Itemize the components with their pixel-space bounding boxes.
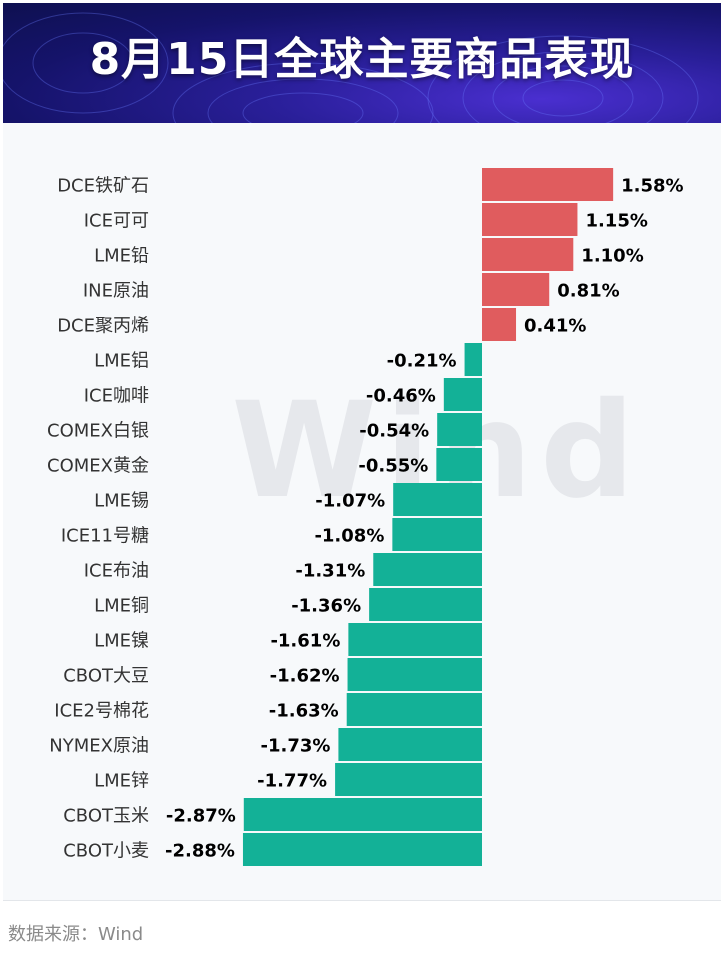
bar-8: [436, 448, 482, 481]
value-label: -1.77%: [257, 771, 327, 792]
value-label: 0.41%: [524, 316, 586, 337]
value-label: -0.21%: [387, 351, 457, 372]
bar-chart: Wind DCE铁矿石ICE可可LME铅INE原油DCE聚丙烯LME铝ICE咖啡…: [47, 168, 684, 866]
bar-15: [346, 693, 482, 726]
category-label: COMEX黄金: [47, 456, 149, 477]
category-label: ICE11号糖: [61, 526, 149, 547]
value-label: -0.55%: [358, 456, 428, 477]
bar-14: [347, 658, 482, 691]
category-label: LME镍: [94, 631, 149, 652]
header-banner: 8月15日全球主要商品表现: [3, 3, 721, 123]
bar-9: [393, 483, 482, 516]
category-label: ICE2号棉花: [54, 701, 149, 722]
value-label: -1.36%: [291, 596, 361, 617]
value-label: -1.31%: [295, 561, 365, 582]
bar-19: [242, 833, 482, 866]
value-label: -1.73%: [260, 736, 330, 757]
bar-2: [482, 238, 574, 271]
chart-panel: Wind DCE铁矿石ICE可可LME铅INE原油DCE聚丙烯LME铝ICE咖啡…: [3, 123, 721, 901]
value-label: -1.61%: [270, 631, 340, 652]
value-label: -2.88%: [165, 841, 235, 862]
bar-5: [464, 343, 482, 376]
bar-7: [437, 413, 482, 446]
bar-1: [482, 203, 578, 236]
category-label: ICE布油: [84, 561, 149, 582]
category-label: COMEX白银: [47, 421, 149, 442]
category-label: LME铜: [94, 596, 149, 617]
bar-12: [369, 588, 482, 621]
value-label: 0.81%: [557, 281, 619, 302]
bar-16: [338, 728, 482, 761]
value-label: -0.46%: [366, 386, 436, 407]
bar-13: [348, 623, 482, 656]
category-label: INE原油: [83, 281, 149, 302]
bar-11: [373, 553, 482, 586]
contour-decoration: [3, 12, 699, 123]
category-label: ICE可可: [84, 211, 149, 232]
category-label: LME锡: [94, 491, 149, 512]
value-label: 1.10%: [581, 246, 643, 267]
bar-17: [335, 763, 482, 796]
category-label: CBOT玉米: [63, 806, 149, 827]
category-label: LME锌: [94, 771, 149, 792]
bar-0: [482, 168, 614, 201]
category-label: DCE聚丙烯: [57, 316, 149, 337]
page-title: 8月15日全球主要商品表现: [89, 34, 635, 85]
category-label: ICE咖啡: [84, 386, 149, 407]
bar-4: [482, 308, 517, 341]
value-label: -1.08%: [314, 526, 384, 547]
bar-6: [443, 378, 482, 411]
category-label: LME铅: [94, 246, 149, 267]
bar-3: [482, 273, 550, 306]
source-note: 数据来源：Wind: [8, 924, 144, 945]
value-label: -0.54%: [359, 421, 429, 442]
category-label: NYMEX原油: [49, 736, 149, 757]
value-label: -1.62%: [270, 666, 340, 687]
category-label: DCE铁矿石: [57, 176, 149, 197]
category-label: CBOT小麦: [63, 841, 149, 862]
value-label: 1.58%: [621, 176, 683, 197]
bar-18: [243, 798, 482, 831]
category-label: CBOT大豆: [63, 666, 149, 687]
bar-10: [392, 518, 482, 551]
value-label: -2.87%: [166, 806, 236, 827]
value-label: 1.15%: [585, 211, 647, 232]
category-label: LME铝: [94, 351, 149, 372]
value-label: -1.07%: [315, 491, 385, 512]
value-label: -1.63%: [269, 701, 339, 722]
